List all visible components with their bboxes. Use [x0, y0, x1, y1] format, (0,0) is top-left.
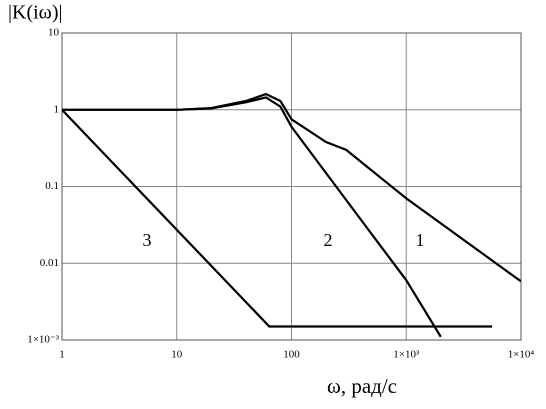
chart-title: |K(iω)|	[8, 2, 63, 24]
y-tick-label: 0.01	[40, 257, 59, 269]
curve	[62, 109, 493, 328]
curve-label: 2	[324, 230, 333, 250]
x-tick-label: 1×10³	[393, 349, 420, 361]
curve-label: 1	[416, 230, 425, 250]
y-tick-label: 1	[54, 103, 60, 115]
curve	[62, 96, 442, 338]
y-tick-label: 0.1	[45, 180, 59, 192]
plot-frame	[61, 32, 522, 341]
x-tick-label: 1	[59, 349, 65, 361]
x-tick-label: 1×10⁴	[508, 349, 535, 361]
curve-label: 3	[143, 230, 152, 250]
x-tick-label: 10	[171, 349, 183, 361]
x-axis-label: ω, рад/с	[327, 374, 397, 398]
y-tick-label: 1×10⁻³	[27, 334, 60, 346]
y-tick-label: 10	[48, 27, 60, 39]
x-tick-label: 100	[283, 349, 300, 361]
